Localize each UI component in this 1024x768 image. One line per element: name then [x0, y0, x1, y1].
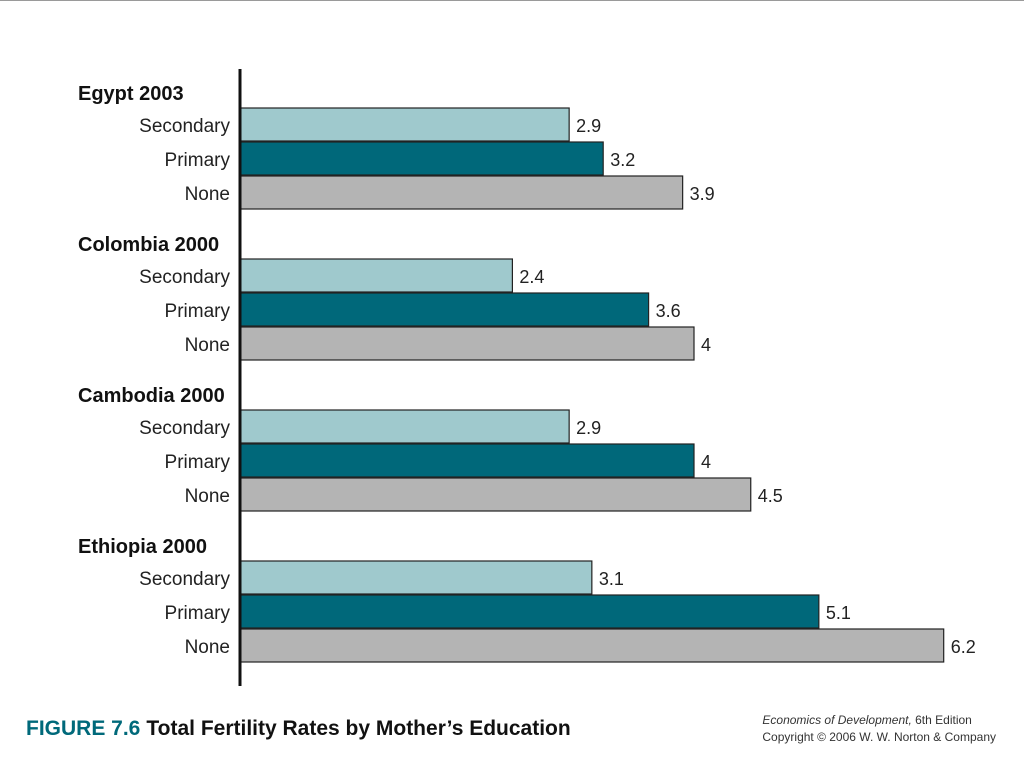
value-label-cambodia-2000-none: 4.5 — [758, 486, 783, 506]
group-label-egypt-2003: Egypt 2003 — [78, 83, 184, 105]
book-edition: 6th Edition — [911, 713, 972, 727]
value-label-ethiopia-2000-primary: 5.1 — [826, 603, 851, 623]
bar-egypt-2003-primary — [239, 141, 604, 176]
category-label-egypt-2003-secondary: Secondary — [139, 116, 230, 137]
group-label-cambodia-2000: Cambodia 2000 — [78, 385, 225, 407]
category-label-colombia-2000-primary: Primary — [165, 301, 231, 322]
book-title: Economics of Development, — [762, 713, 912, 727]
bar-ethiopia-2000-none — [239, 628, 945, 663]
bar-ethiopia-2000-primary — [239, 594, 820, 629]
value-label-egypt-2003-primary: 3.2 — [610, 150, 635, 170]
value-label-cambodia-2000-secondary: 2.9 — [576, 418, 601, 438]
bar-colombia-2000-secondary — [239, 258, 513, 293]
value-label-egypt-2003-secondary: 2.9 — [576, 116, 601, 136]
category-label-ethiopia-2000-primary: Primary — [165, 603, 231, 624]
value-label-egypt-2003-none: 3.9 — [690, 184, 715, 204]
category-label-ethiopia-2000-secondary: Secondary — [139, 569, 230, 590]
credit-block: Economics of Development, 6th Edition Co… — [762, 712, 996, 746]
value-label-colombia-2000-none: 4 — [701, 335, 711, 355]
bar-egypt-2003-none — [239, 175, 684, 210]
group-label-colombia-2000: Colombia 2000 — [78, 234, 219, 256]
category-label-egypt-2003-none: None — [185, 184, 230, 205]
bar-cambodia-2000-none — [239, 477, 752, 512]
category-label-ethiopia-2000-none: None — [185, 637, 230, 658]
category-label-colombia-2000-none: None — [185, 335, 230, 356]
category-label-egypt-2003-primary: Primary — [165, 150, 231, 171]
figure-caption: FIGURE 7.6 Total Fertility Rates by Mothe… — [26, 717, 571, 741]
bar-colombia-2000-none — [239, 326, 695, 361]
value-label-ethiopia-2000-secondary: 3.1 — [599, 569, 624, 589]
group-label-ethiopia-2000: Ethiopia 2000 — [78, 536, 207, 558]
fertility-bar-chart: Egypt 2003 Secondary 2.9 Primary 3.2 None 3.9 C… — [78, 69, 976, 686]
bar-cambodia-2000-primary — [239, 443, 695, 478]
value-label-colombia-2000-secondary: 2.4 — [519, 267, 544, 287]
value-label-colombia-2000-primary: 3.6 — [656, 301, 681, 321]
credit-line-1: Economics of Development, 6th Edition — [762, 712, 996, 729]
category-label-cambodia-2000-secondary: Secondary — [139, 418, 230, 439]
copyright-text: Copyright © 2006 W. W. Norton & Company — [762, 730, 996, 744]
bar-ethiopia-2000-secondary — [239, 560, 593, 595]
category-label-cambodia-2000-primary: Primary — [165, 452, 231, 473]
bar-cambodia-2000-secondary — [239, 409, 570, 444]
figure-number: FIGURE 7.6 — [26, 717, 141, 740]
figure-title: Total Fertility Rates by Mother’s Educat… — [146, 717, 571, 740]
category-label-colombia-2000-secondary: Secondary — [139, 267, 230, 288]
category-label-cambodia-2000-none: None — [185, 486, 230, 507]
value-label-ethiopia-2000-none: 6.2 — [951, 637, 976, 657]
value-label-cambodia-2000-primary: 4 — [701, 452, 711, 472]
bar-colombia-2000-primary — [239, 292, 650, 327]
bar-egypt-2003-secondary — [239, 107, 570, 142]
